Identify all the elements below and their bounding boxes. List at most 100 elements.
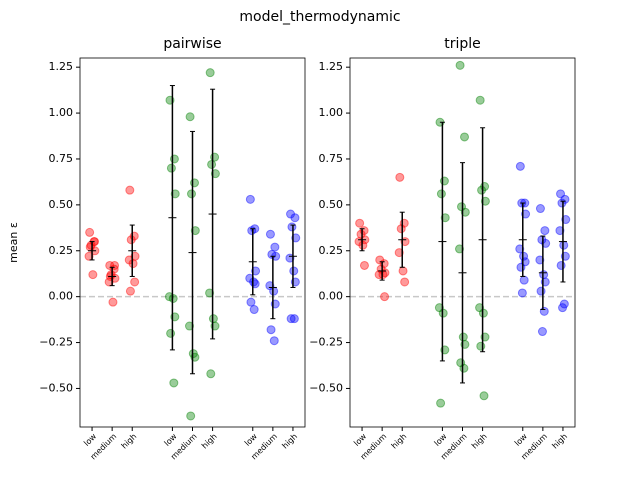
data-point bbox=[460, 207, 470, 217]
data-point bbox=[186, 411, 196, 421]
data-point bbox=[166, 328, 176, 338]
data-point bbox=[247, 226, 257, 236]
data-point bbox=[289, 314, 299, 324]
data-point bbox=[478, 308, 488, 318]
data-point bbox=[559, 299, 569, 309]
data-point bbox=[108, 297, 118, 307]
data-point bbox=[556, 260, 566, 270]
data-point bbox=[265, 229, 275, 239]
data-point bbox=[536, 286, 546, 296]
data-point bbox=[270, 242, 280, 252]
plot-frame bbox=[349, 57, 576, 428]
data-point bbox=[85, 242, 95, 252]
y-tick-label: 1.25 bbox=[49, 60, 74, 73]
data-point bbox=[517, 288, 527, 298]
data-point bbox=[476, 341, 486, 351]
data-point bbox=[355, 218, 365, 228]
data-point bbox=[249, 277, 259, 287]
data-point bbox=[394, 248, 404, 258]
data-point bbox=[210, 152, 220, 162]
data-point bbox=[124, 255, 134, 265]
data-point bbox=[251, 266, 261, 276]
data-point bbox=[205, 288, 215, 298]
data-point bbox=[205, 68, 215, 78]
data-point bbox=[359, 260, 369, 270]
data-point bbox=[358, 240, 368, 250]
data-point bbox=[190, 226, 200, 236]
data-point bbox=[519, 251, 529, 261]
y-tick-label: −0.50 bbox=[39, 381, 73, 394]
data-point bbox=[535, 204, 545, 214]
data-point bbox=[539, 306, 549, 316]
y-axis-label: mean ε bbox=[7, 222, 20, 263]
figure-title: model_thermodynamic bbox=[239, 9, 400, 25]
data-point bbox=[249, 305, 259, 315]
data-point bbox=[286, 209, 296, 219]
y-tick-label: −0.50 bbox=[309, 381, 343, 394]
data-point bbox=[515, 244, 525, 254]
data-point bbox=[455, 60, 465, 70]
y-tick-label: 0.00 bbox=[49, 290, 74, 303]
data-point bbox=[169, 378, 179, 388]
data-point bbox=[84, 251, 94, 261]
data-point bbox=[286, 314, 296, 324]
data-point bbox=[245, 273, 255, 283]
data-point bbox=[460, 132, 470, 142]
data-point bbox=[539, 270, 549, 280]
data-point bbox=[168, 293, 178, 303]
data-point bbox=[188, 349, 198, 359]
data-point bbox=[395, 172, 405, 182]
data-point bbox=[456, 202, 466, 212]
panel-title: triple bbox=[444, 36, 481, 52]
y-tick-label: 0.00 bbox=[319, 290, 344, 303]
data-point bbox=[521, 209, 531, 219]
data-point bbox=[289, 266, 299, 276]
data-point bbox=[210, 169, 220, 179]
data-point bbox=[516, 262, 526, 272]
data-point bbox=[439, 176, 449, 186]
data-point bbox=[477, 185, 487, 195]
data-point bbox=[130, 277, 140, 287]
data-point bbox=[561, 215, 571, 225]
data-point bbox=[436, 189, 446, 199]
y-tick-label: 1.00 bbox=[319, 106, 344, 119]
data-point bbox=[207, 159, 217, 169]
data-point bbox=[555, 226, 565, 236]
data-point bbox=[556, 189, 566, 199]
data-point bbox=[126, 235, 136, 245]
data-point bbox=[186, 189, 196, 199]
data-point bbox=[475, 95, 485, 105]
data-point bbox=[434, 303, 444, 313]
data-point bbox=[128, 259, 138, 269]
y-tick-label: −0.25 bbox=[309, 336, 343, 349]
data-point bbox=[290, 213, 300, 223]
data-point bbox=[130, 251, 140, 261]
data-point bbox=[378, 270, 388, 280]
data-point bbox=[400, 277, 410, 287]
data-point bbox=[480, 196, 490, 206]
data-point bbox=[557, 198, 567, 208]
data-point bbox=[85, 227, 95, 237]
data-point bbox=[291, 233, 301, 243]
y-tick-label: 0.75 bbox=[49, 152, 74, 165]
data-point bbox=[540, 226, 550, 236]
data-point bbox=[169, 154, 179, 164]
data-point bbox=[185, 112, 195, 122]
data-point bbox=[535, 255, 545, 265]
data-point bbox=[440, 213, 450, 223]
data-point bbox=[246, 297, 256, 307]
data-point bbox=[206, 369, 216, 379]
data-point bbox=[454, 244, 464, 254]
data-point bbox=[479, 391, 489, 401]
data-point bbox=[559, 240, 569, 250]
y-tick-label: 0.25 bbox=[49, 244, 74, 257]
data-point bbox=[537, 327, 547, 337]
data-point bbox=[269, 336, 279, 346]
data-point bbox=[436, 398, 446, 408]
data-point bbox=[380, 292, 390, 302]
data-point bbox=[208, 314, 218, 324]
data-point bbox=[475, 303, 485, 313]
y-tick-label: 1.00 bbox=[49, 106, 74, 119]
data-point bbox=[541, 238, 551, 248]
